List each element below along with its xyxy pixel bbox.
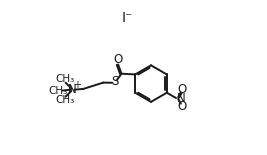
Text: CH₃: CH₃ [55, 95, 74, 106]
Text: O: O [113, 53, 123, 66]
Text: O: O [178, 100, 187, 113]
Text: N: N [68, 83, 77, 96]
Text: O: O [178, 83, 187, 96]
Text: CH₃: CH₃ [55, 74, 74, 84]
Text: CH₃: CH₃ [49, 86, 68, 95]
Text: +: + [73, 80, 81, 90]
Text: N: N [177, 92, 186, 105]
Text: I⁻: I⁻ [122, 11, 133, 25]
Text: S: S [111, 75, 118, 88]
